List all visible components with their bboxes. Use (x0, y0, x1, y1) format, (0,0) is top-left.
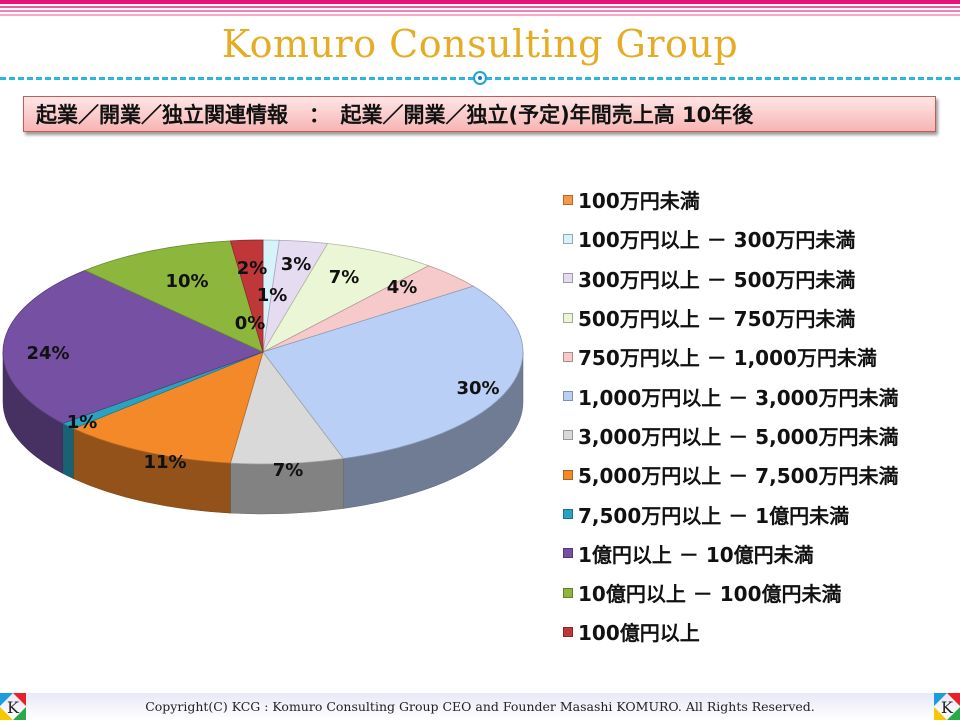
header-stripe (0, 6, 960, 8)
pie-slice (229, 351, 345, 465)
pie-slice (262, 285, 524, 459)
legend-item: 7,500万円以上 － 1億円未満 (563, 494, 898, 533)
legend-item: 750万円以上 － 1,000万円未満 (563, 337, 898, 376)
legend-swatch (563, 626, 573, 637)
legend-label: 100万円以上 － 300万円未満 (578, 228, 856, 253)
kcg-logo-icon: K (934, 693, 960, 720)
data-label: 0% (235, 313, 266, 334)
header-stripe (0, 0, 960, 4)
legend-label: 100万円未満 (578, 189, 700, 214)
legend-item: 100億円以上 (563, 612, 898, 651)
legend-label: 300万円以上 － 500万円未満 (578, 267, 856, 292)
pie-slice (229, 239, 264, 353)
data-label: 10% (165, 271, 208, 292)
data-label: 2% (237, 258, 268, 279)
kcg-logo-icon: K (0, 693, 26, 720)
legend-swatch (563, 351, 573, 362)
legend-swatch (563, 430, 573, 441)
legend-label: 3,000万円以上 － 5,000万円未満 (578, 424, 899, 449)
slide-subtitle: 起業／開業／独立関連情報 ： 起業／開業／独立(予定)年間売上高 10年後 (23, 96, 936, 132)
legend-swatch (563, 194, 573, 205)
logo-letter: K (7, 698, 20, 717)
data-label: 30% (456, 378, 499, 399)
header-stripe (0, 14, 960, 16)
pie-slice (2, 269, 265, 424)
legend-label: 750万円以上 － 1,000万円未満 (578, 346, 877, 371)
legend-label: 100億円以上 (578, 621, 700, 646)
legend-item: 500万円以上 － 750万円未満 (563, 298, 898, 337)
chart-legend: 100万円未満 100万円以上 － 300万円未満 300万円以上 － 500万円未… (563, 180, 898, 652)
legend-item: 3,000万円以上 － 5,000万円未満 (563, 416, 898, 455)
legend-label: 10億円以上 － 100億円未満 (578, 582, 842, 607)
data-label: 3% (281, 254, 312, 275)
legend-label: 1,000万円以上 － 3,000万円未満 (578, 385, 899, 410)
company-title: Komuro Consulting Group (221, 22, 739, 66)
legend-swatch (563, 587, 573, 598)
legend-item: 300万円以上 － 500万円未満 (563, 259, 898, 298)
legend-item: 1,000万円以上 － 3,000万円未満 (563, 376, 898, 415)
legend-label: 5,000万円以上 － 7,500万円未満 (578, 464, 899, 489)
legend-swatch (563, 548, 573, 559)
legend-label: 7,500万円以上 － 1億円未満 (578, 503, 850, 528)
data-label: 24% (26, 343, 69, 364)
header-stripe (0, 10, 960, 12)
legend-item: 100万円未満 (563, 180, 898, 219)
data-label: 11% (143, 452, 186, 473)
legend-swatch (563, 469, 573, 480)
data-label: 1% (67, 412, 98, 433)
circle-ornament-icon (473, 71, 487, 85)
legend-item: 1億円以上 － 10億円未満 (563, 534, 898, 573)
legend-swatch (563, 233, 573, 244)
legend-swatch (563, 391, 573, 402)
legend-label: 1億円以上 － 10億円未満 (578, 542, 814, 567)
legend-swatch (563, 509, 573, 520)
legend-item: 10億円以上 － 100億円未満 (563, 573, 898, 612)
pie-slice (261, 243, 430, 354)
footer-copyright: Copyright(C) KCG : Komuro Consulting Gro… (0, 693, 960, 720)
pie-chart: 0% 1% 3% 7% 4% 30% 7% 11% 1% 24% 10% 2% (2, 239, 524, 515)
legend-swatch (563, 312, 573, 323)
logo-letter: K (941, 698, 954, 717)
data-label: 7% (273, 460, 304, 481)
data-label: 7% (329, 267, 360, 288)
legend-item: 100万円以上 － 300万円未満 (563, 219, 898, 258)
data-label: 4% (387, 277, 418, 298)
legend-swatch (563, 273, 573, 284)
pie-slice (84, 240, 264, 353)
legend-label: 500万円以上 － 750万円未満 (578, 307, 856, 332)
data-label: 1% (257, 285, 288, 306)
pie-slice (72, 351, 264, 464)
legend-item: 5,000万円以上 － 7,500万円未満 (563, 455, 898, 494)
